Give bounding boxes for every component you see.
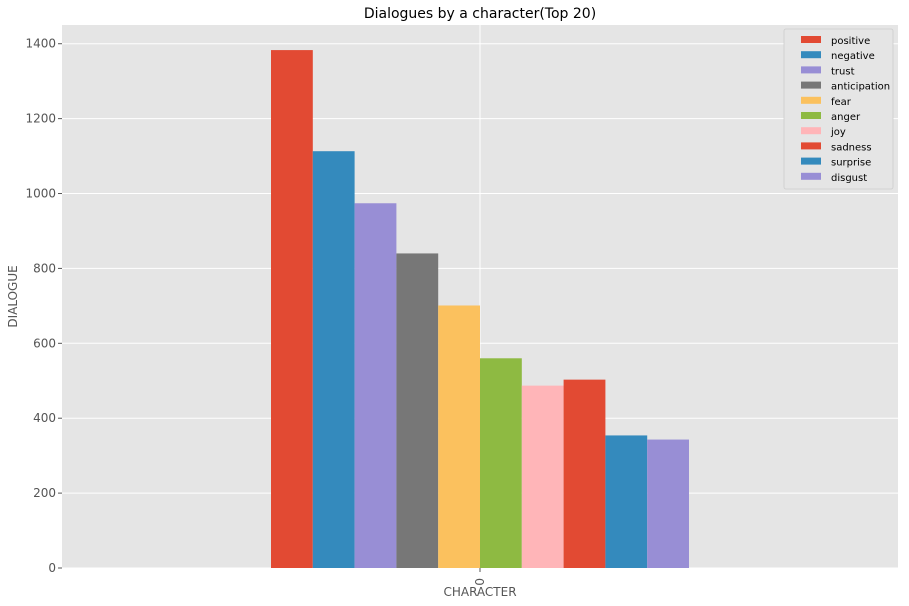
legend: positive negative trust anticipation fear ang… — [783, 28, 894, 190]
legend-label-anger: anger — [831, 112, 861, 123]
legend-label-anticipation: anticipation — [831, 82, 890, 93]
x-tick-label: 0 — [473, 578, 487, 586]
x-axis-label: CHARACTER — [443, 585, 516, 599]
legend-label-surprise: surprise — [831, 158, 871, 169]
y-tick-label: 600 — [33, 336, 56, 350]
bar-positive — [271, 50, 313, 569]
legend-swatch-fear — [801, 96, 821, 104]
legend-label-disgust: disgust — [831, 173, 867, 184]
bar-surprise — [605, 435, 648, 568]
y-tick-label: 1200 — [25, 112, 56, 126]
legend-swatch-trust — [801, 66, 821, 74]
y-tick-label: 0 — [48, 561, 56, 575]
y-tick-label: 1000 — [25, 187, 56, 201]
y-tick-label: 800 — [33, 261, 56, 275]
bar-anger — [480, 358, 522, 568]
y-tick-label: 400 — [33, 411, 56, 425]
legend-swatch-surprise — [801, 157, 821, 165]
bar-anticipation — [396, 253, 439, 568]
bar-negative — [312, 151, 355, 568]
legend-label-negative: negative — [831, 51, 875, 62]
legend-swatch-disgust — [801, 172, 821, 180]
legend-swatch-anger — [801, 112, 821, 119]
y-tick-label: 1400 — [25, 37, 56, 51]
y-tick-label: 200 — [33, 486, 56, 500]
chart-title: Dialogues by a character(Top 20) — [364, 6, 596, 22]
legend-swatch-positive — [801, 36, 821, 43]
y-axis-ticks: 0 200 400 600 800 1000 1200 1400 — [25, 37, 62, 575]
bars — [271, 50, 689, 569]
legend-swatch-sadness — [801, 142, 821, 150]
legend-label-joy: joy — [830, 127, 846, 138]
y-axis-label: DIALOGUE — [6, 265, 20, 327]
legend-swatch-joy — [801, 127, 821, 135]
legend-swatch-negative — [801, 51, 821, 59]
bar-trust — [354, 203, 397, 569]
bar-joy — [521, 385, 564, 568]
bar-fear — [438, 305, 480, 568]
legend-label-trust: trust — [831, 66, 855, 77]
x-axis-ticks: 0 — [473, 568, 487, 586]
legend-label-fear: fear — [831, 97, 852, 108]
bar-sadness — [563, 379, 606, 568]
legend-swatch-anticipation — [801, 81, 821, 89]
bar-disgust — [647, 439, 689, 568]
legend-label-sadness: sadness — [831, 142, 872, 153]
legend-label-positive: positive — [831, 36, 870, 47]
